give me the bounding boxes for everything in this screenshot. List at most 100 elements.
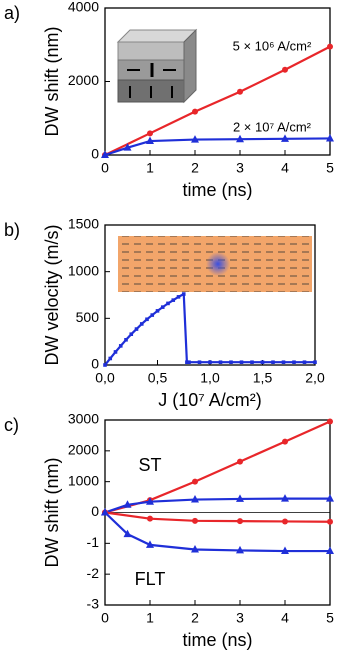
data-point [139,322,144,326]
y-tick-label: 3000 [68,411,99,427]
data-point [108,356,113,361]
data-point [327,43,333,50]
data-point [176,295,181,299]
data-point [237,88,243,95]
x-tick-label: 4 [281,160,289,176]
x-tick-label: 2 [191,160,199,176]
data-point [113,350,118,354]
panel-label: b) [4,220,20,240]
data-point [191,135,199,143]
data-point [134,327,139,331]
x-tick-label: 1 [146,610,154,626]
data-point [313,360,317,364]
data-point [327,518,333,525]
x-tick-label: 0 [101,160,109,176]
y-axis-label: DW velocity (m/s) [42,225,62,366]
y-tick-label: 0 [91,503,99,519]
y-tick-label: 1000 [68,472,99,488]
data-point [146,136,154,145]
x-axis-label: time (ns) [182,630,252,650]
data-point [282,66,288,73]
data-point [236,134,244,143]
x-tick-label: 4 [281,610,289,626]
y-axis-label: DW shift (nm) [42,27,62,137]
data-point [192,517,198,524]
x-tick-label: 1 [146,160,154,176]
data-point [147,515,153,522]
y-tick-label: 0 [91,146,99,162]
data-point [326,494,334,502]
data-point [327,418,333,425]
x-tick-label: 0 [101,610,109,626]
y-tick-label: 2000 [68,72,99,88]
data-point [281,360,286,364]
x-tick-label: 5 [326,610,334,626]
data-point [118,344,123,348]
data-point [237,518,243,525]
y-tick-label: 1000 [68,262,99,278]
data-point [145,317,149,322]
data-point [239,360,244,364]
data-point [103,363,107,367]
data-point [166,301,170,306]
data-point [101,508,109,516]
data-point [271,360,275,364]
data-point [281,494,289,502]
data-point [326,546,334,555]
x-tick-label: 0,0 [95,370,115,386]
y-tick-label: 2000 [68,442,99,458]
x-tick-label: 3 [236,160,244,176]
data-point [171,298,176,302]
data-point [281,546,289,555]
data-point [192,108,198,115]
x-tick-label: 0,5 [148,370,168,386]
x-tick-label: 2 [191,610,199,626]
y-tick-label: -1 [87,534,100,550]
data-point [187,360,191,364]
x-tick-label: 3 [236,610,244,626]
annotation: 5 × 10⁶ A/cm² [233,38,312,53]
data-point [123,143,132,151]
data-point [160,305,165,309]
y-axis-label: DW shift (nm) [42,458,62,568]
data-point [302,360,307,364]
data-point [218,360,223,364]
y-tick-label: -2 [87,565,100,581]
x-axis-label: time (ns) [182,180,252,200]
data-point [191,495,199,503]
data-point [155,309,160,313]
data-point [236,494,244,502]
data-point [229,360,233,364]
series-line [104,45,331,156]
data-point [237,458,243,465]
series-line [104,511,331,523]
panel-label: a) [4,3,20,23]
x-tick-label: 2,0 [305,370,325,386]
annotation: ST [138,455,161,475]
data-point [236,545,244,554]
y-tick-label: 4000 [68,0,99,15]
inset-layers [116,28,198,104]
data-point [123,529,132,538]
x-tick-label: 1,0 [200,370,220,386]
panel-label: c) [4,415,19,435]
series-line [104,497,330,514]
data-point [250,360,254,364]
data-point [146,540,154,548]
data-point [208,360,212,364]
y-tick-label: 1500 [68,216,99,232]
data-point [147,130,153,137]
data-point [192,478,198,485]
data-point [146,497,154,505]
y-tick-label: 500 [76,309,100,325]
data-point [101,150,109,158]
data-point [282,438,288,445]
x-tick-label: 5 [326,160,334,176]
data-point [260,360,265,364]
data-point [197,360,202,364]
data-point [129,332,134,336]
data-point [191,545,199,553]
data-point [282,518,288,525]
series-line [104,511,330,553]
data-point [326,133,334,142]
